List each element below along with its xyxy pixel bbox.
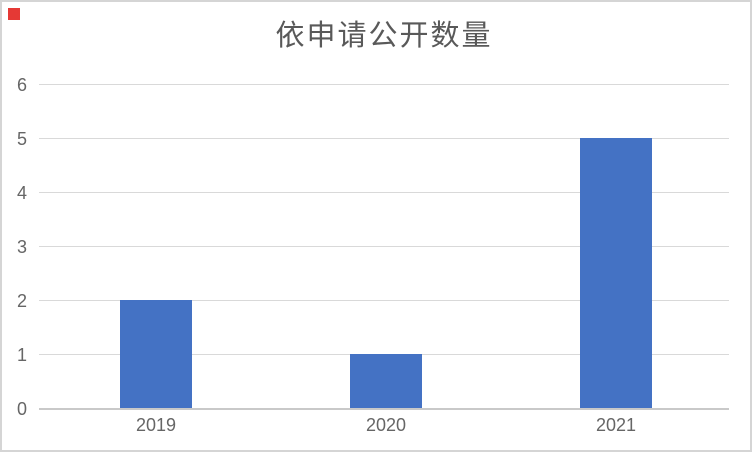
y-axis-tick-label: 6 [16,75,27,95]
y-axis-tick-label: 3 [16,237,27,257]
y-axis-tick-label: 1 [16,345,27,365]
x-axis-category-label: 2020 [365,415,407,435]
x-axis-line [39,408,729,410]
y-axis-tick-label: 2 [16,291,27,311]
click-marker [8,8,20,20]
gridline [39,246,729,247]
bar-2021 [580,138,652,408]
gridline [39,84,729,85]
gridline [39,300,729,301]
y-axis-tick-label: 0 [16,399,27,419]
chart-title: 依申请公开数量 [275,20,493,52]
gridline [39,138,729,139]
bar-2020 [350,354,422,408]
y-axis-tick-label: 5 [16,129,27,149]
gridline [39,192,729,193]
bar-2019 [120,300,192,408]
x-axis-category-label: 2019 [135,415,177,435]
x-axis-category-label: 2021 [595,415,637,435]
y-axis-tick-label: 4 [16,183,27,203]
